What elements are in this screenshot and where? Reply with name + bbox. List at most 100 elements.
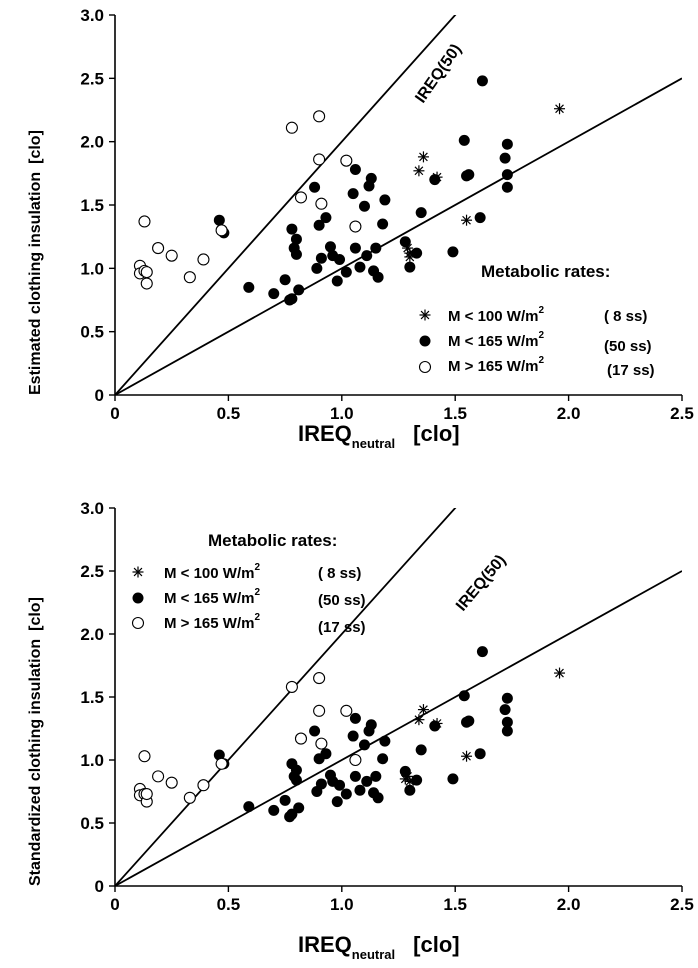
y-tick-label: 1.5 bbox=[80, 196, 104, 215]
reference-lines-top bbox=[115, 0, 682, 395]
data-point-filled bbox=[400, 236, 411, 247]
data-point-filled-shape bbox=[350, 243, 361, 254]
legend-count-open: (17 ss) bbox=[318, 619, 366, 636]
data-point-filled bbox=[291, 249, 302, 260]
data-point-filled bbox=[475, 212, 486, 223]
data-point-open bbox=[153, 771, 164, 782]
data-point-filled bbox=[268, 805, 279, 816]
data-point-filled bbox=[354, 262, 365, 273]
data-point-filled-shape bbox=[477, 75, 488, 86]
data-point-open bbox=[216, 758, 227, 769]
data-point-open bbox=[314, 705, 325, 716]
data-point-filled-shape bbox=[502, 182, 513, 193]
data-point-filled-shape bbox=[400, 236, 411, 247]
data-point-filled bbox=[341, 789, 352, 800]
data-point-open-shape bbox=[153, 243, 164, 254]
data-point-filled bbox=[354, 785, 365, 796]
data-point-filled bbox=[373, 792, 384, 803]
tick-labels-bottom: 0 0.5 1.0 1.5 2.0 2.500.51.01.52.02.53.0 bbox=[80, 499, 693, 914]
x-tick-label: 0.5 bbox=[217, 404, 241, 423]
data-point-filled bbox=[214, 215, 225, 226]
data-point-open-shape bbox=[216, 758, 227, 769]
data-point-open bbox=[295, 733, 306, 744]
data-point-open bbox=[166, 777, 177, 788]
data-point-filled bbox=[447, 773, 458, 784]
data-point-open bbox=[316, 738, 327, 749]
data-point-filled bbox=[280, 274, 291, 285]
data-point-filled bbox=[475, 748, 486, 759]
data-point-filled bbox=[502, 726, 513, 737]
chart-bottom: 0 0.5 1.0 1.5 2.0 2.500.51.01.52.02.53.0 IREQ… bbox=[27, 256, 694, 962]
line-identity bbox=[115, 78, 682, 395]
data-point-open-shape bbox=[295, 733, 306, 744]
data-point-filled bbox=[348, 188, 359, 199]
data-point-filled bbox=[291, 765, 302, 776]
data-point-open-shape bbox=[314, 111, 325, 122]
data-point-filled bbox=[477, 75, 488, 86]
data-point-filled-shape bbox=[379, 194, 390, 205]
data-point-filled-shape bbox=[447, 773, 458, 784]
data-point-star bbox=[554, 103, 565, 114]
data-point-filled bbox=[291, 234, 302, 245]
data-point-filled bbox=[361, 250, 372, 261]
data-point-filled-shape bbox=[379, 736, 390, 747]
legend-marker-open bbox=[133, 618, 144, 629]
data-point-open bbox=[139, 216, 150, 227]
data-point-filled bbox=[416, 744, 427, 755]
data-point-filled-shape bbox=[334, 254, 345, 265]
data-point-filled-shape bbox=[291, 249, 302, 260]
data-point-filled-shape bbox=[320, 748, 331, 759]
data-point-filled-shape bbox=[280, 795, 291, 806]
data-point-filled-shape bbox=[429, 174, 440, 185]
data-point-filled-shape bbox=[429, 720, 440, 731]
data-point-filled-shape bbox=[502, 139, 513, 150]
data-point-filled bbox=[500, 704, 511, 715]
y-tick-label: 2.0 bbox=[80, 133, 104, 152]
data-point-filled-shape bbox=[334, 780, 345, 791]
data-point-star bbox=[461, 751, 472, 762]
data-point-open bbox=[314, 111, 325, 122]
data-point-filled bbox=[373, 272, 384, 283]
data-point-star bbox=[413, 714, 424, 725]
data-point-filled-shape bbox=[350, 164, 361, 175]
data-point-filled-shape bbox=[361, 250, 372, 261]
data-point-open-shape bbox=[295, 192, 306, 203]
x-tick-label: 0.5 bbox=[217, 895, 241, 914]
data-point-filled bbox=[429, 720, 440, 731]
data-point-filled-shape bbox=[243, 801, 254, 812]
data-point-filled-shape bbox=[359, 201, 370, 212]
data-point-filled-shape bbox=[341, 789, 352, 800]
data-point-open bbox=[314, 673, 325, 684]
data-point-filled-shape bbox=[293, 284, 304, 295]
data-point-filled-shape bbox=[366, 173, 377, 184]
data-point-open-shape bbox=[166, 777, 177, 788]
data-point-open bbox=[184, 272, 195, 283]
data-point-filled bbox=[502, 182, 513, 193]
data-point-filled bbox=[334, 780, 345, 791]
y-tick-label: 2.5 bbox=[80, 562, 104, 581]
data-point-open-shape bbox=[184, 792, 195, 803]
data-point-filled bbox=[459, 690, 470, 701]
data-point-open-shape bbox=[314, 705, 325, 716]
line-ireq50 bbox=[115, 0, 682, 395]
legend-item-filled: M < 165 W/m2 bbox=[448, 330, 544, 350]
data-point-open bbox=[153, 243, 164, 254]
data-point-open-shape bbox=[341, 705, 352, 716]
y-tick-label: 1.0 bbox=[80, 751, 104, 770]
data-point-filled-shape bbox=[311, 263, 322, 274]
y-tick-label: 3.0 bbox=[80, 499, 104, 518]
data-point-filled bbox=[379, 194, 390, 205]
x-tick-label: 2.0 bbox=[557, 895, 581, 914]
legend-marker-open bbox=[420, 362, 431, 373]
data-point-open bbox=[198, 780, 209, 791]
y-tick-label: 0.5 bbox=[80, 814, 104, 833]
data-point-filled bbox=[309, 182, 320, 193]
data-point-star bbox=[418, 151, 429, 162]
data-point-star bbox=[461, 215, 472, 226]
legend-item-open: M > 165 W/m2 bbox=[448, 355, 544, 375]
data-point-filled bbox=[502, 139, 513, 150]
data-point-filled bbox=[243, 282, 254, 293]
data-point-open bbox=[198, 254, 209, 265]
data-point-filled-shape bbox=[286, 293, 297, 304]
